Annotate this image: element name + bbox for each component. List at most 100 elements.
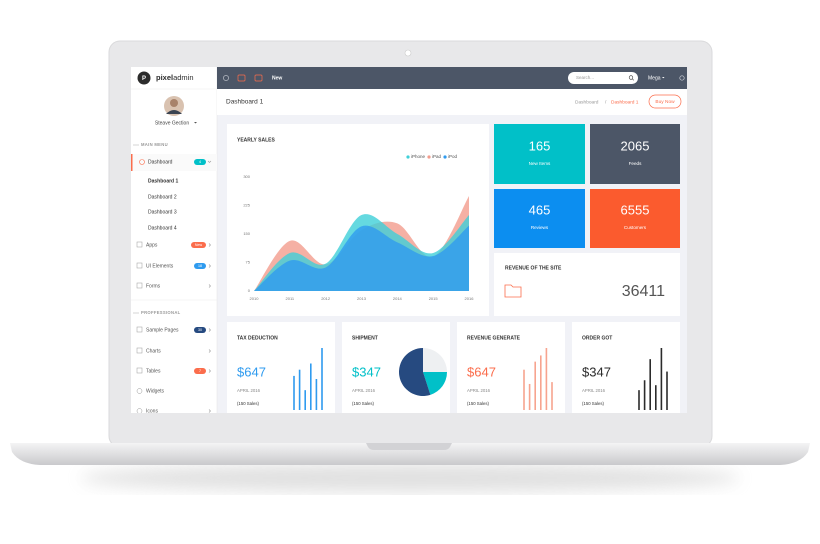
x-tick-label: 2015 <box>429 296 439 301</box>
card-value: $347 <box>352 364 381 379</box>
page-title: Dashboard 1 <box>226 99 264 106</box>
nav-item[interactable]: Sample Pages <box>146 327 179 333</box>
plot-area <box>254 196 469 291</box>
chevron <box>208 284 211 288</box>
x-tick-label: 2012 <box>321 296 331 301</box>
breadcrumb-bar <box>217 89 687 115</box>
card-value: $347 <box>582 364 611 379</box>
icon <box>136 367 143 374</box>
tile-value: 2065 <box>621 138 650 153</box>
nav-item[interactable]: Tables <box>146 368 161 374</box>
chevron <box>208 264 211 268</box>
legend-swatch <box>443 155 447 159</box>
badge <box>194 327 206 333</box>
card-title: REVENUE OF THE SITE <box>505 265 562 271</box>
card-title: SHIPMENT <box>352 335 378 341</box>
bar <box>310 363 312 410</box>
nav-subitem[interactable]: Dashboard 1 <box>148 178 179 184</box>
bar <box>321 348 323 410</box>
menu-heading: PROFFESSIONAL <box>141 310 181 315</box>
bar <box>528 383 531 410</box>
tile-label: Customers <box>624 225 647 230</box>
search-box[interactable] <box>568 72 638 84</box>
bar <box>551 382 553 410</box>
card <box>494 253 680 316</box>
search-icon-handle <box>632 78 635 81</box>
chart-title: YEARLY SALES <box>237 137 275 143</box>
card-value: $647 <box>237 364 266 379</box>
avatar-face <box>170 99 178 107</box>
tile-label: New Items <box>529 161 551 166</box>
nav-item[interactable]: Apps <box>146 242 158 248</box>
nav-subitem[interactable]: Dashboard 3 <box>148 209 177 215</box>
tile-label: Feeds <box>629 161 642 166</box>
badge <box>191 242 206 248</box>
nav-item[interactable]: Forms <box>146 283 161 289</box>
icon <box>139 159 145 165</box>
bar <box>666 371 668 410</box>
chevron <box>207 160 212 163</box>
buy-button-label[interactable]: Buy Now <box>655 99 675 105</box>
card-note: (150 Sales) <box>467 401 490 406</box>
new-menu[interactable]: New <box>272 75 282 81</box>
tile-value: 6555 <box>621 202 650 217</box>
bar <box>523 369 525 410</box>
y-tick-label: 225 <box>243 203 250 208</box>
y-tick-label: 150 <box>243 231 250 236</box>
area-chart: 0 75 150 225 300 2010 2011 2012 2013 2014 2015 2016… <box>243 154 474 301</box>
icon <box>136 262 143 269</box>
tile-value: 465 <box>529 202 551 217</box>
base-notch <box>366 443 452 450</box>
bar <box>304 390 306 410</box>
icon <box>136 282 143 289</box>
badge-text: New <box>195 243 203 247</box>
nav-item[interactable]: Widgets <box>146 388 165 394</box>
icon <box>136 408 143 413</box>
bar <box>643 380 646 410</box>
bar <box>660 348 663 410</box>
bar <box>545 348 548 410</box>
mail-icon[interactable] <box>237 74 246 82</box>
bar <box>315 379 318 410</box>
active-row <box>131 154 217 171</box>
card-title: TAX DEDUCTION <box>237 335 278 341</box>
card-note: (150 Sales) <box>352 401 375 406</box>
bar <box>649 359 651 410</box>
nav-item[interactable]: Dashboard <box>148 159 173 165</box>
tasks-icon[interactable] <box>254 74 263 82</box>
breadcrumb-link[interactable]: Dashboard <box>575 99 599 105</box>
card-period: APRIL 2016 <box>237 388 261 393</box>
user-name[interactable]: Steave Gection <box>155 120 189 126</box>
card-value: $647 <box>467 364 496 379</box>
nav-subitem[interactable]: Dashboard 2 <box>148 194 177 200</box>
logo-mark <box>137 71 151 85</box>
badge-text: 18 <box>198 264 202 268</box>
avatar-body <box>166 110 182 114</box>
sidebar <box>131 67 217 413</box>
x-tick-label: 2016 <box>465 296 475 301</box>
active-marker <box>131 154 133 171</box>
nav-subitem[interactable]: Dashboard 4 <box>148 225 177 231</box>
caret <box>194 122 197 124</box>
logo-letter: P <box>142 76 146 82</box>
badge <box>194 263 206 269</box>
nav-item[interactable]: Charts <box>146 348 161 354</box>
bar <box>540 355 542 410</box>
settings-icon[interactable] <box>679 75 685 81</box>
stat-tile <box>494 189 585 248</box>
search-placeholder: Search... <box>576 75 594 80</box>
buy-button[interactable] <box>648 94 682 109</box>
legend-label: iPhone <box>411 154 426 159</box>
bar <box>293 375 295 410</box>
legend-swatch <box>406 155 410 159</box>
bar <box>534 361 536 410</box>
pie-slice <box>423 372 447 395</box>
nav-item[interactable]: UI Elements <box>146 263 174 269</box>
legend-label: iPod <box>448 154 458 159</box>
pie-slice <box>423 348 447 372</box>
nav-item[interactable]: Icons <box>146 408 158 414</box>
mega-menu[interactable]: Mega <box>648 75 661 81</box>
folder-icon <box>504 284 522 298</box>
menu-toggle[interactable] <box>223 75 229 81</box>
